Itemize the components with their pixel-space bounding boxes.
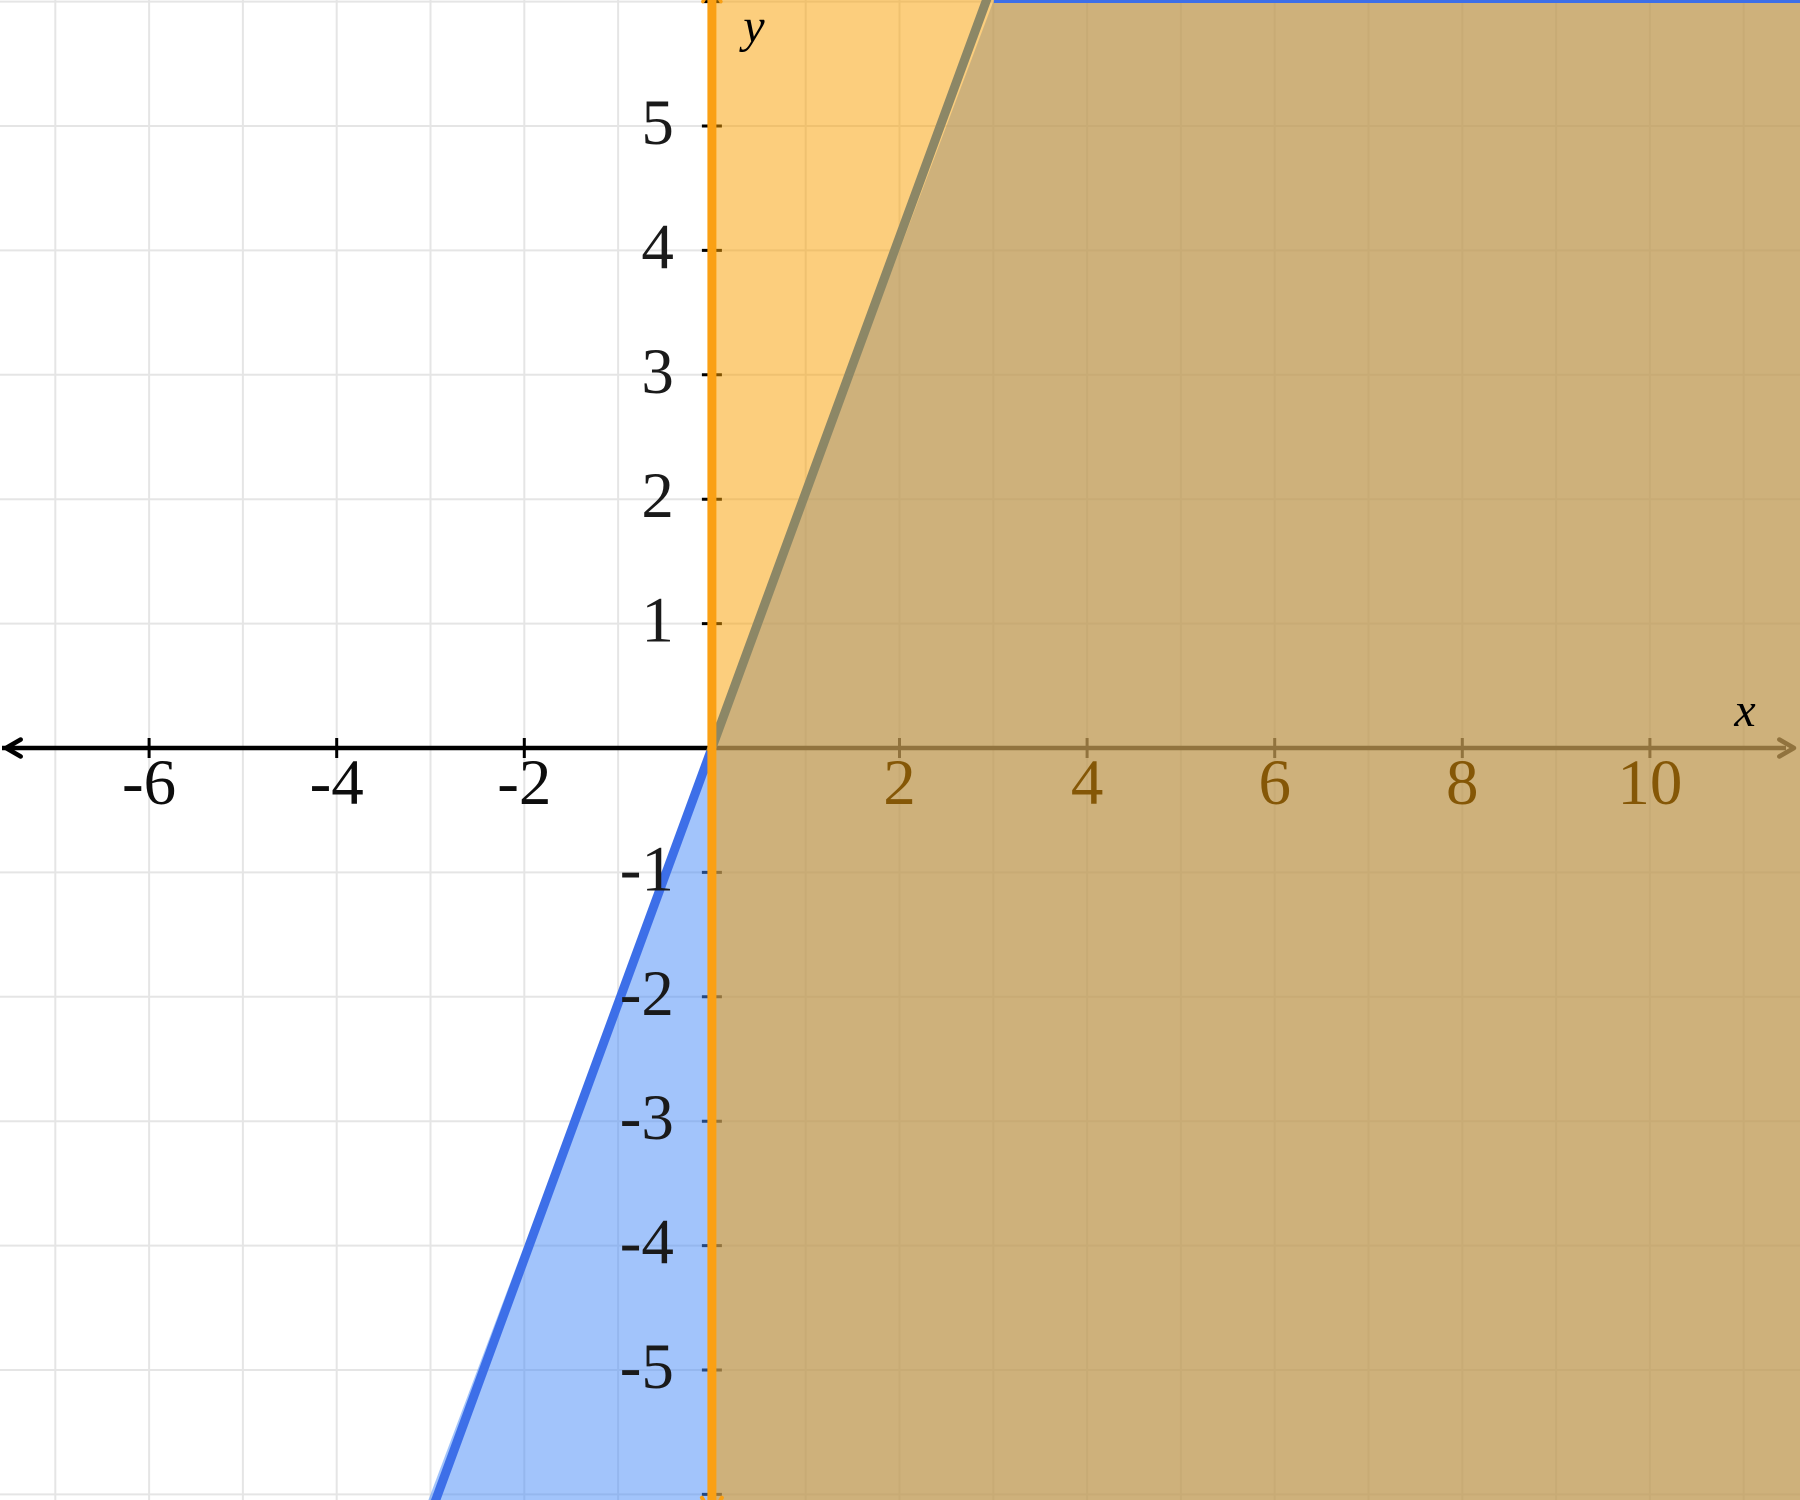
svg-text:-2: -2 <box>497 747 551 819</box>
svg-text:-5: -5 <box>620 1331 674 1403</box>
svg-text:5: 5 <box>641 87 674 159</box>
svg-text:4: 4 <box>641 211 674 283</box>
svg-text:2: 2 <box>641 460 674 532</box>
svg-text:-4: -4 <box>310 747 364 819</box>
svg-text:-2: -2 <box>620 958 674 1030</box>
svg-text:1: 1 <box>641 585 674 657</box>
svg-text:3: 3 <box>641 336 674 408</box>
svg-text:-1: -1 <box>620 833 674 905</box>
svg-text:x: x <box>1733 684 1755 737</box>
svg-text:-3: -3 <box>620 1082 674 1154</box>
svg-text:-6: -6 <box>122 747 176 819</box>
svg-text:y: y <box>738 0 765 53</box>
svg-text:-4: -4 <box>620 1207 674 1279</box>
